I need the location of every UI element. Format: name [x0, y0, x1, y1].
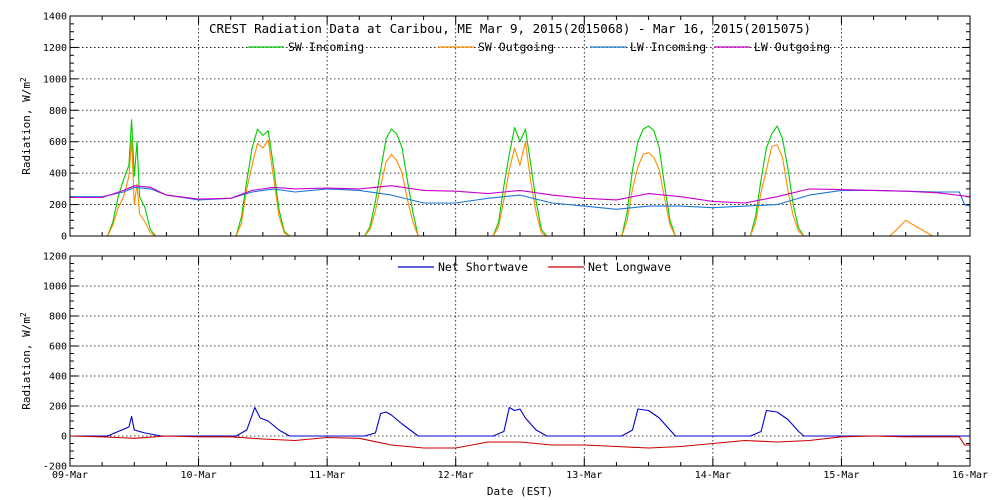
plot-frame [69, 255, 971, 467]
legend-label: SW Outgoing [478, 40, 554, 54]
y-tick-label: 200 [49, 200, 67, 211]
y-tick-label: 600 [49, 342, 67, 353]
series-line-lw-outgoing [70, 185, 971, 204]
y-tick-label: 1400 [43, 12, 67, 23]
grid [70, 16, 970, 236]
y-axis-title: Radiation, W/m2 [19, 312, 33, 410]
legend-label: SW Incoming [288, 40, 364, 54]
chart-title: CREST Radiation Data at Caribou, ME Mar … [209, 21, 811, 36]
x-tick-label: 10-Mar [181, 470, 217, 481]
legend: Net Shortwave Net Longwave [398, 260, 671, 274]
series-line-net-shortwave [70, 406, 970, 437]
x-tick-label: 16-Mar [952, 470, 988, 481]
y-tick-label: 1000 [43, 282, 67, 293]
y-tick-label: 800 [49, 106, 67, 117]
x-tick-label: 12-Mar [438, 470, 474, 481]
y-tick-label: 400 [49, 169, 67, 180]
y-tick-label: 400 [49, 372, 67, 383]
x-axis-title: Date (EST) [487, 485, 553, 498]
x-tick-label: 15-Mar [823, 470, 859, 481]
legend-label: LW Incoming [630, 40, 706, 54]
legend: SW Incoming SW Outgoing LW Incoming LW Outg… [248, 40, 830, 54]
y-tick-label: 600 [49, 137, 67, 148]
y-tick-label: 1200 [43, 43, 67, 54]
y-tick-label: 0 [61, 232, 67, 243]
legend-label: LW Outgoing [754, 40, 830, 54]
x-tick-label: 11-Mar [309, 470, 345, 481]
legend-label: Net Shortwave [438, 260, 528, 274]
y-tick-label: 1000 [43, 74, 67, 85]
y-tick-label: 0 [61, 432, 67, 443]
top-panel: 0 200 400 600 800 1000 1200 1400 CREST Radiation… [19, 12, 971, 243]
bottom-panel: -200 0 200 400 600 800 1000 1200 09-Mar 10-Mar 11-… [19, 252, 988, 499]
grid [70, 256, 970, 466]
y-axis-title: Radiation, W/m2 [19, 77, 33, 175]
y-tick-label: 800 [49, 312, 67, 323]
y-tick-label: -200 [43, 462, 67, 473]
legend-label: Net Longwave [588, 260, 671, 274]
y-tick-label: 1200 [43, 252, 67, 263]
y-tick-label: 200 [49, 402, 67, 413]
plot-frame [69, 15, 971, 237]
series-line-net-longwave [69, 435, 970, 449]
x-tick-label: 14-Mar [695, 470, 731, 481]
x-tick-label: 09-Mar [52, 470, 88, 481]
x-tick-label: 13-Mar [566, 470, 602, 481]
